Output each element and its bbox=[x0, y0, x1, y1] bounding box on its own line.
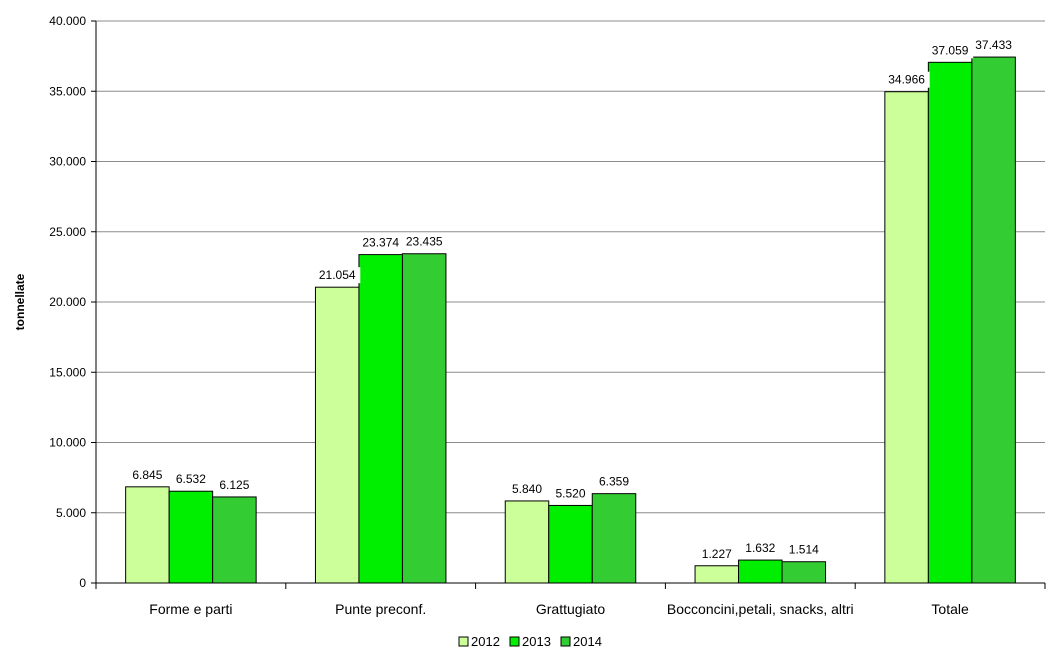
legend-swatch-2012 bbox=[458, 636, 469, 647]
y-tick-label: 20.000 bbox=[49, 295, 86, 309]
data-label: 5.520 bbox=[555, 486, 585, 500]
y-tick-label: 35.000 bbox=[49, 84, 86, 98]
y-tick-label: 10.000 bbox=[49, 436, 86, 450]
bar-2012-1 bbox=[314, 286, 360, 584]
data-label: 37.059 bbox=[932, 43, 969, 57]
axes: 0 5.000 10.000 15.000 20.000 25.000 30.000 35.0… bbox=[49, 14, 1046, 617]
data-label-bg bbox=[883, 71, 930, 88]
legend-swatch-2013 bbox=[509, 636, 520, 647]
data-labels: 6.845 6.532 6.125 21.054 23.374 23.435 5.840 5.… bbox=[127, 37, 1017, 562]
x-category-label: Totale bbox=[931, 601, 969, 617]
data-label-bg bbox=[314, 267, 361, 284]
x-category-label: Grattugiato bbox=[536, 601, 605, 617]
legend-swatch-2014 bbox=[560, 636, 571, 647]
y-tick-label: 5.000 bbox=[56, 506, 86, 520]
bar-2012-2 bbox=[504, 500, 550, 584]
data-label: 1.514 bbox=[789, 543, 819, 557]
data-label-bg bbox=[401, 233, 448, 250]
data-label: 5.840 bbox=[512, 482, 542, 496]
legend-label: 2014 bbox=[573, 634, 602, 649]
bar-2013-2 bbox=[548, 504, 593, 584]
x-category-label: Punte preconf. bbox=[335, 601, 426, 617]
data-label: 1.227 bbox=[702, 547, 732, 561]
gridlines bbox=[96, 20, 1045, 514]
bar-2012-4 bbox=[884, 91, 929, 584]
y-tick-label: 0 bbox=[79, 576, 86, 590]
y-tick-label: 40.000 bbox=[49, 14, 86, 28]
data-label-bg bbox=[127, 466, 168, 483]
data-label-bg bbox=[927, 42, 974, 59]
data-label: 21.054 bbox=[319, 268, 356, 282]
data-label-bg bbox=[970, 37, 1017, 54]
bar-2013-3 bbox=[738, 559, 783, 584]
data-label: 6.845 bbox=[132, 468, 162, 482]
bar-2013-1 bbox=[358, 254, 403, 584]
data-label-bg bbox=[357, 234, 404, 251]
data-label: 23.374 bbox=[362, 236, 399, 250]
data-label: 23.435 bbox=[406, 235, 443, 249]
bar-2012-3 bbox=[694, 565, 740, 584]
x-category-label: Bocconcini,petali, snacks, altri bbox=[667, 601, 854, 617]
data-label-bg bbox=[550, 485, 591, 502]
y-tick-label: 15.000 bbox=[49, 365, 86, 379]
x-category-label: Forme e parti bbox=[149, 601, 232, 617]
y-axis-title: tonnellate bbox=[13, 273, 27, 330]
legend-label: 2012 bbox=[471, 634, 500, 649]
data-label-bg bbox=[697, 545, 737, 562]
data-label: 34.966 bbox=[888, 73, 925, 87]
data-label: 37.433 bbox=[975, 38, 1012, 52]
bar-2014-3 bbox=[781, 561, 827, 584]
bar-2014-0 bbox=[212, 496, 257, 584]
data-label-bg bbox=[171, 471, 211, 488]
data-label-bg bbox=[740, 540, 781, 557]
legend: 2012 2013 2014 bbox=[458, 634, 602, 649]
legend-label: 2013 bbox=[522, 634, 551, 649]
bar-2014-4 bbox=[971, 56, 1016, 584]
y-tick-label: 25.000 bbox=[49, 225, 86, 239]
data-label-bg bbox=[594, 473, 634, 490]
data-label: 6.532 bbox=[176, 472, 206, 486]
bar-2012-0 bbox=[125, 486, 170, 584]
bar-2013-4 bbox=[927, 61, 973, 584]
data-label: 6.359 bbox=[599, 475, 629, 489]
data-label-bg bbox=[784, 541, 824, 558]
data-label-bg bbox=[507, 480, 547, 497]
data-label: 1.632 bbox=[745, 541, 775, 555]
data-label-bg bbox=[214, 476, 255, 493]
y-tick-label: 30.000 bbox=[49, 155, 86, 169]
data-label: 6.125 bbox=[219, 478, 249, 492]
bars bbox=[125, 56, 1016, 584]
bar-2014-2 bbox=[591, 493, 637, 584]
bar-2013-0 bbox=[168, 490, 214, 584]
bar-2014-1 bbox=[401, 253, 447, 584]
